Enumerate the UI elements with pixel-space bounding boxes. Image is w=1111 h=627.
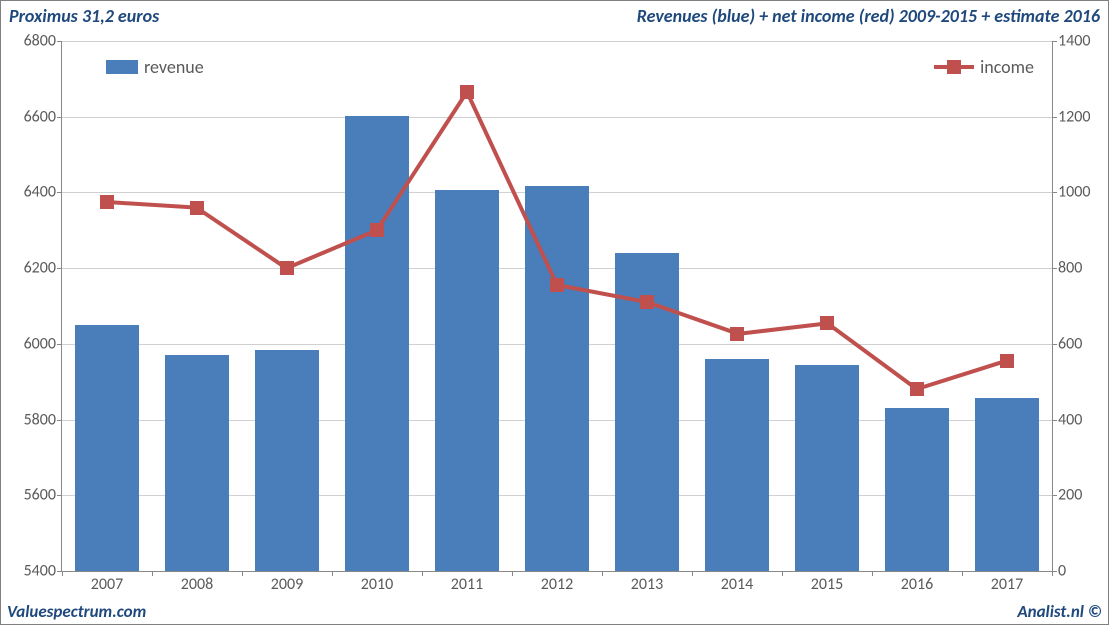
x-tick-label: 2011 [451, 571, 483, 594]
revenue-bar [345, 116, 410, 571]
title-right: Revenues (blue) + net income (red) 2009-… [637, 5, 1100, 27]
y2-tick [1052, 495, 1057, 496]
x-tick-label: 2009 [271, 571, 303, 594]
x-tick-label: 2008 [181, 571, 213, 594]
y1-tick-label: 6000 [6, 334, 62, 353]
y1-tick-label: 5400 [6, 562, 62, 581]
income-marker [100, 195, 114, 209]
y1-tick [57, 495, 62, 496]
footer-right: Analist.nl © [1017, 601, 1102, 622]
x-tick-label: 2012 [541, 571, 573, 594]
gridline [62, 41, 1052, 42]
revenue-bar [975, 398, 1040, 571]
income-marker [280, 261, 294, 275]
revenue-bar [165, 355, 230, 571]
income-marker [1000, 354, 1014, 368]
x-tick [692, 571, 693, 576]
x-tick [152, 571, 153, 576]
income-marker [910, 382, 924, 396]
x-tick [62, 571, 63, 576]
x-tick [782, 571, 783, 576]
y1-tick [57, 192, 62, 193]
revenue-bar [255, 350, 320, 571]
income-line-segment [196, 206, 288, 270]
y2-tick-label: 0 [1052, 562, 1108, 581]
legend-revenue-label: revenue [144, 56, 204, 78]
y2-tick [1052, 268, 1057, 269]
footer-left: Valuespectrum.com [7, 601, 146, 622]
chart-container: Proximus 31,2 euros Revenues (blue) + ne… [0, 0, 1109, 625]
y2-tick-label: 1200 [1052, 107, 1108, 126]
revenue-bar [795, 365, 860, 571]
y2-tick [1052, 420, 1057, 421]
y2-tick-label: 400 [1052, 410, 1108, 429]
y2-tick [1052, 192, 1057, 193]
revenue-bar [75, 325, 140, 571]
x-tick [242, 571, 243, 576]
y2-tick-label: 200 [1052, 486, 1108, 505]
income-line-segment [737, 321, 827, 336]
x-tick-label: 2013 [631, 571, 663, 594]
y1-tick-label: 5800 [6, 410, 62, 429]
income-marker [550, 278, 564, 292]
income-line-segment [107, 200, 197, 210]
x-tick-label: 2010 [361, 571, 393, 594]
x-tick-label: 2017 [991, 571, 1023, 594]
y2-tick-label: 800 [1052, 259, 1108, 278]
legend-income-marker-icon [947, 60, 961, 74]
income-marker [730, 327, 744, 341]
y1-tick-label: 6400 [6, 183, 62, 202]
y2-tick-label: 1000 [1052, 183, 1108, 202]
y1-tick [57, 420, 62, 421]
x-tick-label: 2016 [901, 571, 933, 594]
y2-tick-label: 1400 [1052, 32, 1108, 51]
y2-tick-label: 600 [1052, 334, 1108, 353]
legend-income-label: income [980, 56, 1034, 78]
title-row: Proximus 31,2 euros Revenues (blue) + ne… [1, 3, 1108, 29]
x-tick-label: 2014 [721, 571, 753, 594]
y2-tick [1052, 41, 1057, 42]
x-tick [422, 571, 423, 576]
revenue-bar [885, 408, 950, 571]
y1-tick [57, 117, 62, 118]
x-tick [872, 571, 873, 576]
legend-income: income [934, 56, 1034, 78]
x-tick [602, 571, 603, 576]
y1-tick [57, 268, 62, 269]
x-tick-label: 2015 [811, 571, 843, 594]
x-tick-label: 2007 [91, 571, 123, 594]
legend-income-swatch [934, 65, 974, 69]
y1-tick-label: 6800 [6, 32, 62, 51]
plot-area: 5400560058006000620064006600680002004006… [61, 41, 1053, 572]
y1-tick-label: 6600 [6, 107, 62, 126]
y1-tick [57, 344, 62, 345]
income-line-segment [916, 359, 1007, 391]
legend-revenue-swatch [106, 60, 138, 74]
legend-revenue: revenue [106, 56, 204, 78]
y2-tick [1052, 117, 1057, 118]
income-marker [640, 295, 654, 309]
revenue-bar [525, 186, 590, 571]
y1-tick [57, 41, 62, 42]
y1-tick-label: 5600 [6, 486, 62, 505]
x-tick [962, 571, 963, 576]
x-tick [332, 571, 333, 576]
revenue-bar [435, 190, 500, 571]
income-marker [820, 316, 834, 330]
x-tick [512, 571, 513, 576]
y2-tick [1052, 344, 1057, 345]
gridline [62, 117, 1052, 118]
x-tick [1052, 571, 1053, 576]
title-left: Proximus 31,2 euros [9, 5, 159, 27]
revenue-bar [705, 359, 770, 571]
y1-tick-label: 6200 [6, 259, 62, 278]
income-marker [460, 85, 474, 99]
income-marker [190, 201, 204, 215]
income-marker [370, 223, 384, 237]
